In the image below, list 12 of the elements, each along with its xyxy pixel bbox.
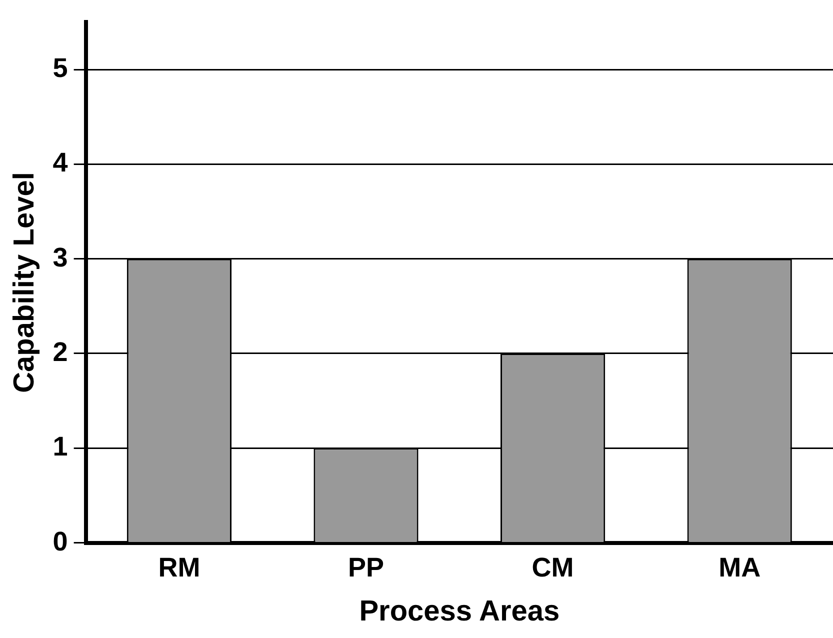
x-tick-label: RM xyxy=(158,552,200,582)
y-tick-label: 4 xyxy=(52,148,68,178)
y-tick-label: 1 xyxy=(52,432,68,462)
x-axis-title: Process Areas xyxy=(359,596,560,628)
y-tick-label: 2 xyxy=(52,336,68,367)
y-tick-label: 0 xyxy=(52,526,68,556)
x-tick-label: MA xyxy=(718,552,761,582)
x-tick-label: PP xyxy=(348,552,384,582)
x-tick-label: CM xyxy=(532,552,574,582)
y-axis-title: Capability Level xyxy=(8,172,40,393)
y-tick-label: 5 xyxy=(52,52,68,83)
y-tick-label: 3 xyxy=(52,242,68,272)
